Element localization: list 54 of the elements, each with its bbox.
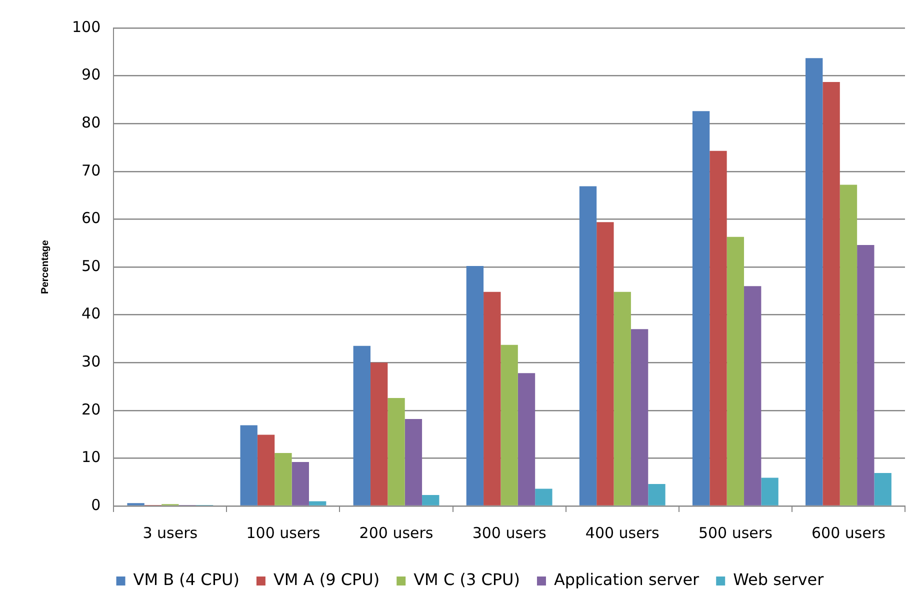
y-tick-label: 30: [82, 352, 101, 370]
legend-label: Application server: [554, 570, 700, 590]
y-tick-label: 20: [82, 400, 101, 418]
x-tick-label: 600 users: [812, 524, 886, 542]
bar: [274, 452, 292, 506]
bar: [388, 398, 405, 506]
y-tick-label: 80: [82, 113, 101, 132]
bar: [806, 58, 823, 506]
y-tick-label: 10: [82, 448, 101, 466]
legend-label: VM C (3 CPU): [414, 570, 520, 590]
bar: [614, 292, 631, 506]
bar: [822, 82, 840, 506]
bar: [535, 488, 552, 506]
legend-label: Web server: [733, 570, 824, 590]
x-tick-label: 500 users: [698, 524, 773, 542]
bar: [710, 150, 727, 506]
y-tick-label: 90: [82, 66, 101, 84]
bar: [422, 495, 440, 506]
x-tick-label: 200 users: [359, 524, 434, 542]
bar: [308, 501, 326, 506]
x-tick-label: 3 users: [142, 524, 198, 542]
y-tick-label: 0: [91, 496, 101, 514]
y-tick-label: 60: [82, 209, 101, 228]
bar: [404, 419, 422, 506]
bar: [596, 222, 614, 506]
bar: [648, 484, 666, 506]
x-tick-label: 400 users: [585, 524, 660, 542]
bar: [630, 329, 648, 506]
y-tick-label: 70: [82, 161, 101, 180]
bar: [726, 236, 744, 506]
bar: [518, 373, 536, 506]
bar: [353, 346, 370, 506]
bar: [744, 286, 762, 506]
bar: [840, 184, 858, 506]
bar: [257, 434, 275, 506]
bar: [692, 111, 710, 506]
bar: [874, 473, 892, 506]
y-axis-title: Percentage: [40, 240, 51, 294]
bar: [484, 292, 501, 506]
bar: [240, 425, 258, 506]
bar: [500, 344, 518, 506]
y-tick-label: 50: [82, 256, 101, 275]
bar: [292, 462, 309, 506]
legend-label: VM B (4 CPU): [133, 570, 240, 590]
bar: [761, 478, 778, 506]
x-tick-label: 100 users: [246, 524, 320, 542]
y-tick-label: 40: [82, 304, 101, 323]
bar: [466, 266, 484, 506]
bar: [370, 362, 388, 506]
y-tick-label: 100: [72, 18, 101, 36]
x-tick-label: 300 users: [472, 524, 546, 542]
bar: [857, 245, 874, 506]
legend-label: VM A (9 CPU): [273, 570, 380, 590]
bar: [579, 186, 597, 506]
